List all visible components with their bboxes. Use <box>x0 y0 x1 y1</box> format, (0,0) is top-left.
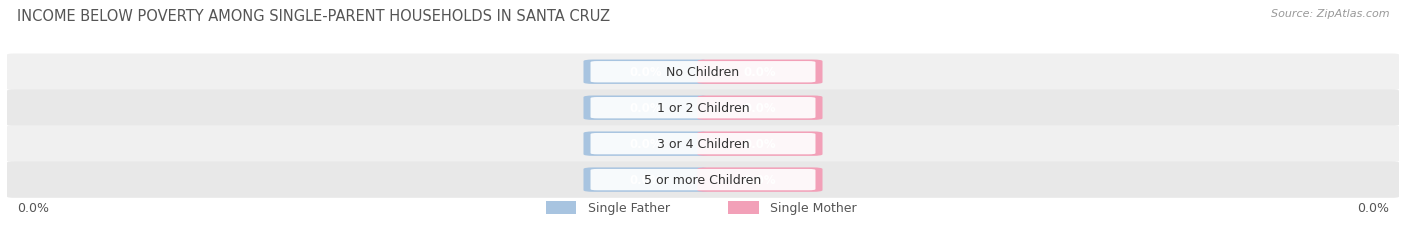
FancyBboxPatch shape <box>591 62 815 83</box>
FancyBboxPatch shape <box>591 97 815 119</box>
FancyBboxPatch shape <box>583 168 709 192</box>
Text: 0.0%: 0.0% <box>744 173 776 186</box>
FancyBboxPatch shape <box>583 132 709 156</box>
FancyBboxPatch shape <box>591 133 815 155</box>
FancyBboxPatch shape <box>697 132 823 156</box>
Text: No Children: No Children <box>666 66 740 79</box>
Text: Source: ZipAtlas.com: Source: ZipAtlas.com <box>1271 9 1389 19</box>
Text: 1 or 2 Children: 1 or 2 Children <box>657 102 749 115</box>
FancyBboxPatch shape <box>7 126 1399 162</box>
Text: 0.0%: 0.0% <box>630 137 662 151</box>
Text: 0.0%: 0.0% <box>744 137 776 151</box>
FancyBboxPatch shape <box>7 54 1399 91</box>
Text: 0.0%: 0.0% <box>630 102 662 115</box>
FancyBboxPatch shape <box>583 96 709 120</box>
FancyBboxPatch shape <box>697 96 823 120</box>
FancyBboxPatch shape <box>583 60 709 85</box>
FancyBboxPatch shape <box>7 162 1399 198</box>
FancyBboxPatch shape <box>697 60 823 85</box>
Text: Single Mother: Single Mother <box>770 201 858 214</box>
FancyBboxPatch shape <box>697 168 823 192</box>
FancyBboxPatch shape <box>7 90 1399 126</box>
Text: 0.0%: 0.0% <box>744 66 776 79</box>
FancyBboxPatch shape <box>591 169 815 191</box>
Text: Single Father: Single Father <box>588 201 669 214</box>
Text: 0.0%: 0.0% <box>1357 201 1389 214</box>
Text: 0.0%: 0.0% <box>630 173 662 186</box>
Text: 0.0%: 0.0% <box>17 201 49 214</box>
Text: 5 or more Children: 5 or more Children <box>644 173 762 186</box>
Text: 0.0%: 0.0% <box>630 66 662 79</box>
Text: 3 or 4 Children: 3 or 4 Children <box>657 137 749 151</box>
Text: INCOME BELOW POVERTY AMONG SINGLE-PARENT HOUSEHOLDS IN SANTA CRUZ: INCOME BELOW POVERTY AMONG SINGLE-PARENT… <box>17 9 610 24</box>
Text: 0.0%: 0.0% <box>744 102 776 115</box>
FancyBboxPatch shape <box>546 201 576 214</box>
FancyBboxPatch shape <box>728 201 759 214</box>
